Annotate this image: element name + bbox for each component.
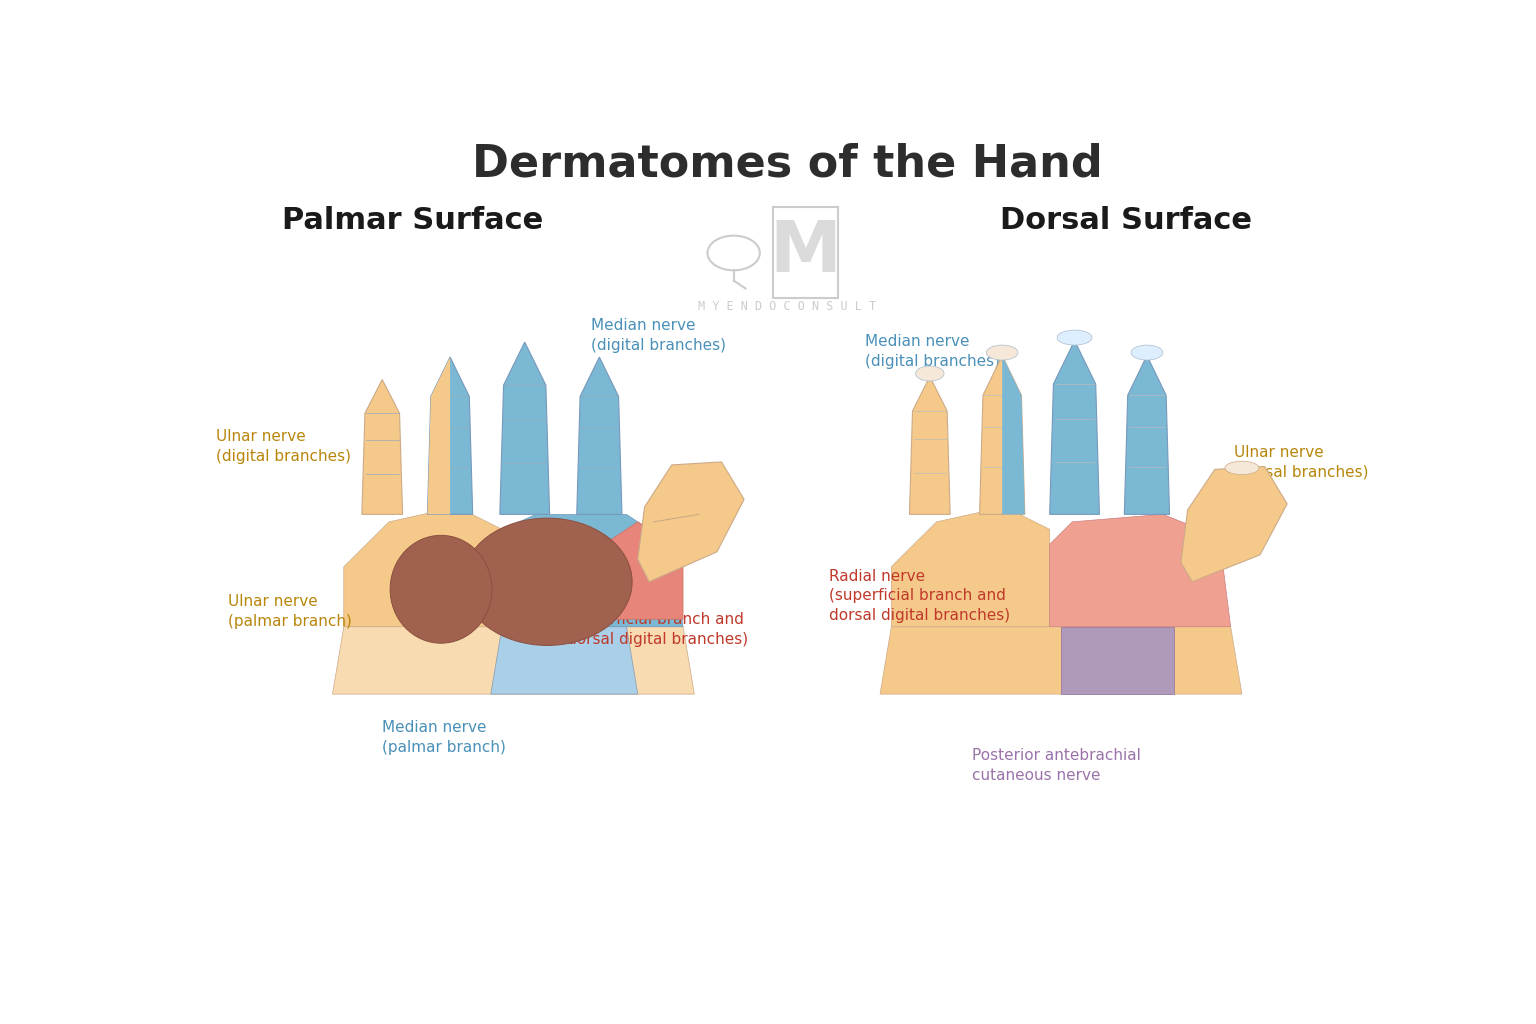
- Polygon shape: [1181, 466, 1287, 582]
- Polygon shape: [427, 357, 473, 514]
- Text: Median nerve
(palmar branch): Median nerve (palmar branch): [382, 721, 507, 756]
- Text: Palmar Surface: Palmar Surface: [281, 206, 542, 234]
- Text: Median nerve
(digital branches): Median nerve (digital branches): [865, 334, 1000, 369]
- Polygon shape: [593, 522, 684, 620]
- Text: M: M: [770, 218, 842, 288]
- Polygon shape: [1001, 355, 1025, 514]
- Text: Radial nerve
(superficial branch and
dorsal digital branches): Radial nerve (superficial branch and dor…: [829, 568, 1011, 624]
- Text: Posterior antebrachial
cutaneous nerve: Posterior antebrachial cutaneous nerve: [972, 749, 1141, 783]
- Text: Dorsal Surface: Dorsal Surface: [1000, 206, 1252, 234]
- Ellipse shape: [462, 518, 633, 645]
- Text: Ulnar nerve
(palmar branch): Ulnar nerve (palmar branch): [227, 594, 352, 629]
- Polygon shape: [362, 380, 402, 514]
- Polygon shape: [499, 342, 550, 514]
- Polygon shape: [909, 377, 951, 514]
- Polygon shape: [1049, 341, 1100, 514]
- Polygon shape: [1049, 514, 1230, 627]
- Polygon shape: [1124, 355, 1169, 514]
- Ellipse shape: [390, 536, 492, 643]
- Polygon shape: [576, 357, 622, 514]
- Polygon shape: [1061, 627, 1174, 694]
- Text: Median nerve
(digital branches): Median nerve (digital branches): [591, 318, 727, 353]
- Polygon shape: [880, 627, 1243, 694]
- Polygon shape: [891, 507, 1049, 627]
- Polygon shape: [637, 462, 743, 582]
- Ellipse shape: [1130, 345, 1163, 360]
- Text: M Y E N D O C O N S U L T: M Y E N D O C O N S U L T: [699, 300, 876, 313]
- Text: Dermatomes of the Hand: Dermatomes of the Hand: [472, 142, 1103, 185]
- Ellipse shape: [1226, 461, 1260, 475]
- Text: Radial nerve
(superficial branch and
dorsal digital branches): Radial nerve (superficial branch and dor…: [567, 592, 748, 647]
- Ellipse shape: [986, 345, 1018, 360]
- Polygon shape: [980, 355, 1025, 514]
- Ellipse shape: [915, 366, 945, 381]
- Ellipse shape: [1057, 330, 1092, 345]
- Text: Ulnar nerve
(dorsal branches): Ulnar nerve (dorsal branches): [1233, 444, 1369, 479]
- Polygon shape: [492, 627, 637, 694]
- Polygon shape: [344, 507, 502, 627]
- Polygon shape: [332, 627, 694, 694]
- Text: Ulnar nerve
(digital branches): Ulnar nerve (digital branches): [215, 429, 350, 464]
- Polygon shape: [502, 514, 684, 627]
- Polygon shape: [427, 357, 450, 514]
